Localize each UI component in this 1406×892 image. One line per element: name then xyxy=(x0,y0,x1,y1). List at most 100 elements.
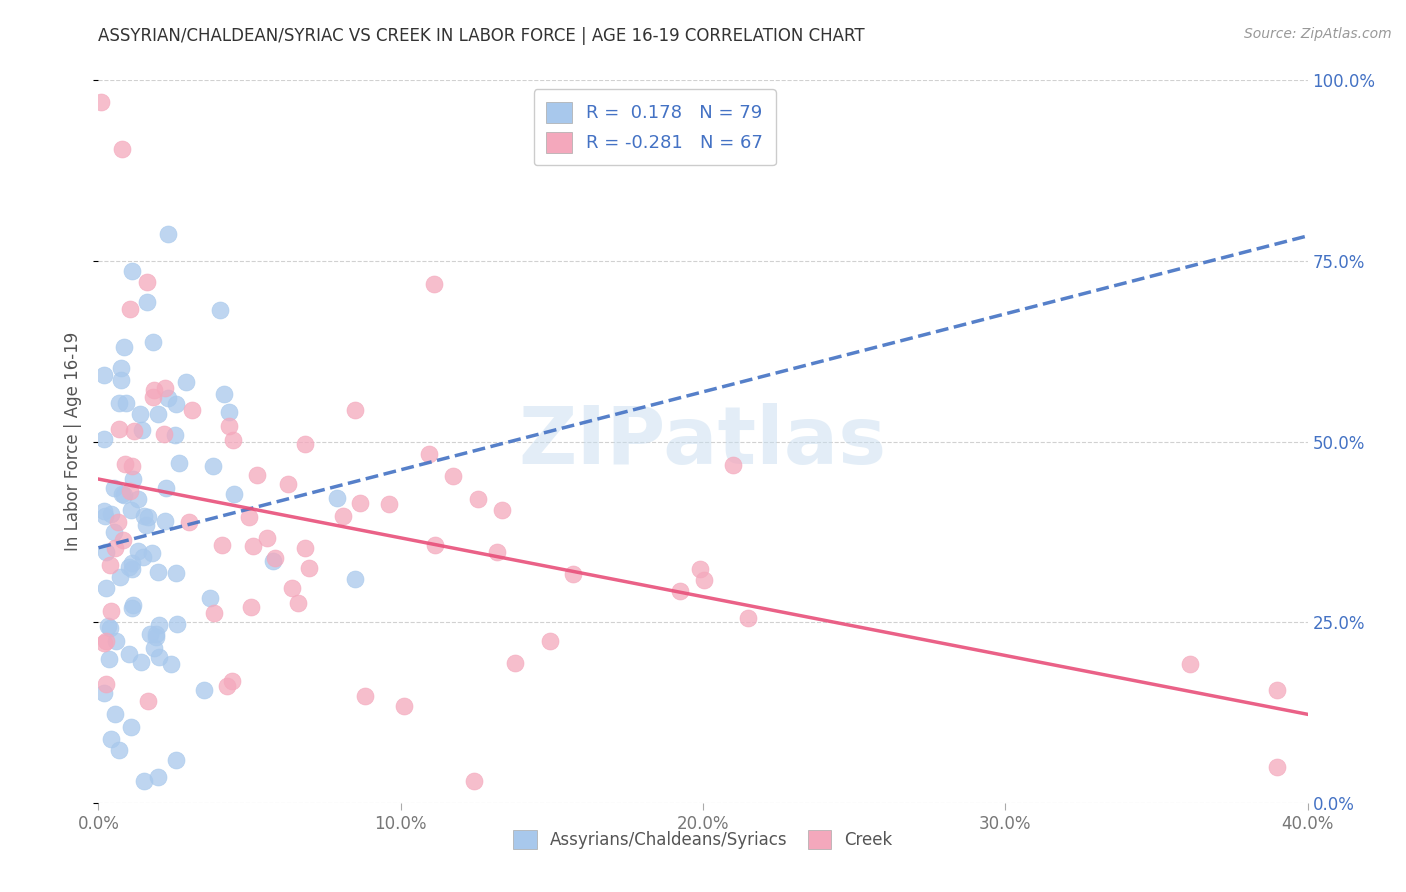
Point xyxy=(155,380,177,394)
Point xyxy=(221,433,243,447)
Point xyxy=(298,561,321,575)
Point xyxy=(124,425,146,439)
Point xyxy=(121,459,143,474)
Point xyxy=(127,544,149,558)
Point xyxy=(238,510,260,524)
Point xyxy=(221,673,243,688)
Point xyxy=(96,677,118,691)
Point xyxy=(441,469,464,483)
Point xyxy=(93,636,115,650)
Point xyxy=(155,514,177,528)
Point xyxy=(326,491,349,505)
Point xyxy=(723,458,745,472)
Point xyxy=(127,492,149,507)
Point xyxy=(112,340,135,354)
Point xyxy=(156,227,179,241)
Point xyxy=(100,508,122,522)
Point xyxy=(118,483,141,498)
Point xyxy=(294,541,316,555)
Point xyxy=(121,562,143,576)
Point xyxy=(135,295,157,310)
Point xyxy=(240,599,263,614)
Y-axis label: In Labor Force | Age 16-19: In Labor Force | Age 16-19 xyxy=(65,332,83,551)
Point xyxy=(264,551,287,566)
Point xyxy=(256,531,278,545)
Point xyxy=(418,447,440,461)
Point xyxy=(120,720,142,734)
Point xyxy=(93,432,115,446)
Point xyxy=(111,533,134,547)
Point xyxy=(90,95,112,109)
Point xyxy=(118,301,141,316)
Point xyxy=(94,545,117,559)
Text: Source: ZipAtlas.com: Source: ZipAtlas.com xyxy=(1244,27,1392,41)
Point xyxy=(121,556,143,570)
Point xyxy=(281,581,304,595)
Point xyxy=(159,657,181,672)
Point xyxy=(491,503,513,517)
Point xyxy=(97,619,120,633)
Point xyxy=(343,573,366,587)
Point xyxy=(503,657,526,671)
Point xyxy=(165,753,187,767)
Point xyxy=(287,596,309,610)
Point xyxy=(118,647,141,661)
Point xyxy=(277,477,299,491)
Point xyxy=(198,591,221,606)
Point xyxy=(354,689,377,703)
Point xyxy=(181,402,204,417)
Point xyxy=(117,560,139,574)
Point xyxy=(262,554,284,568)
Point xyxy=(110,373,132,387)
Point xyxy=(100,604,122,618)
Point xyxy=(1178,657,1201,671)
Point xyxy=(96,582,118,596)
Point xyxy=(148,618,170,632)
Point xyxy=(214,387,236,401)
Point xyxy=(107,396,129,410)
Point xyxy=(246,467,269,482)
Point xyxy=(669,583,692,598)
Point xyxy=(103,525,125,540)
Point xyxy=(93,368,115,382)
Legend: Assyrians/Chaldeans/Syriacs, Creek: Assyrians/Chaldeans/Syriacs, Creek xyxy=(503,821,903,860)
Point xyxy=(110,570,132,584)
Point xyxy=(143,640,166,655)
Point xyxy=(108,743,131,757)
Point xyxy=(142,390,165,404)
Point xyxy=(134,509,156,524)
Point xyxy=(349,496,371,510)
Point xyxy=(136,510,159,524)
Point xyxy=(134,774,156,789)
Point xyxy=(142,334,165,349)
Point xyxy=(107,515,129,529)
Point xyxy=(121,601,143,615)
Point xyxy=(165,566,187,580)
Point xyxy=(165,396,187,410)
Point xyxy=(104,634,127,648)
Point xyxy=(146,407,169,421)
Point xyxy=(110,142,132,156)
Point xyxy=(218,419,240,434)
Point xyxy=(215,679,238,693)
Point xyxy=(737,611,759,625)
Point xyxy=(209,303,232,318)
Point xyxy=(114,395,136,409)
Point xyxy=(538,634,561,648)
Point xyxy=(128,407,150,421)
Point xyxy=(561,567,583,582)
Point xyxy=(145,627,167,641)
Text: ZIPatlas: ZIPatlas xyxy=(519,402,887,481)
Point xyxy=(100,731,122,746)
Point xyxy=(104,541,127,555)
Point xyxy=(121,263,143,277)
Point xyxy=(104,706,127,721)
Point xyxy=(152,427,174,442)
Point xyxy=(111,487,134,501)
Point xyxy=(139,626,162,640)
Point xyxy=(146,566,169,580)
Point xyxy=(166,616,188,631)
Point xyxy=(157,391,180,405)
Point xyxy=(1267,682,1289,697)
Point xyxy=(112,488,135,502)
